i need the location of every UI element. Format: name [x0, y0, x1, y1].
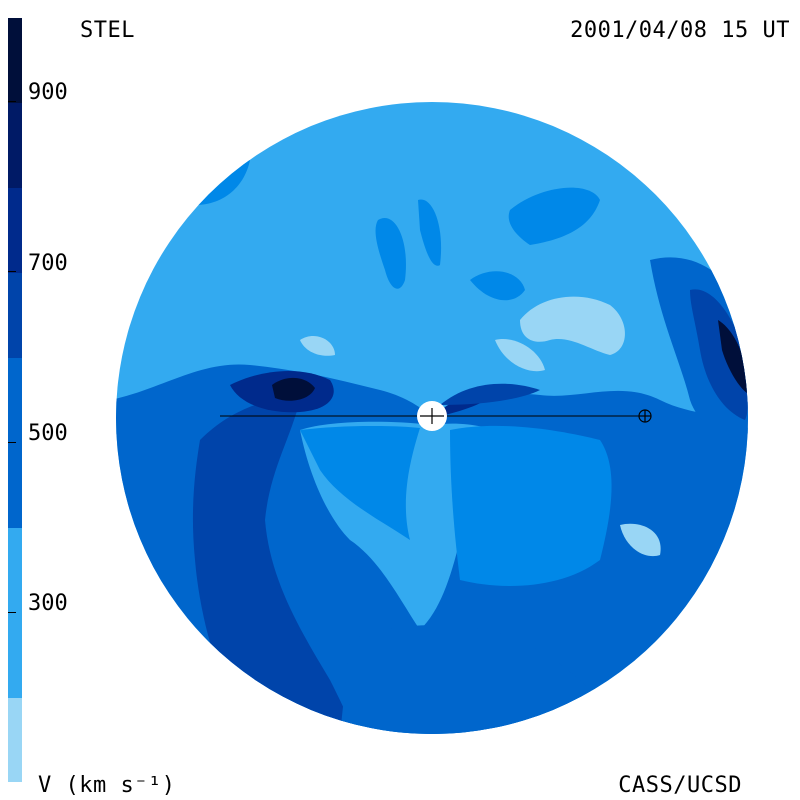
colorbar-tick-900: 900 — [28, 80, 68, 105]
velocity-disk — [116, 102, 748, 734]
datetime-label: 2001/04/08 15 UT — [570, 18, 790, 43]
region-upper-right-patch — [508, 187, 600, 245]
region-sun-streak-center — [440, 383, 540, 405]
region-right-lobe — [450, 425, 612, 586]
earth-icon — [638, 409, 652, 423]
region-right-limb-darker — [690, 289, 748, 420]
region-very-light-right — [520, 296, 625, 355]
colorbar-tick-mark — [8, 101, 16, 102]
colorbar-tick-500: 500 — [28, 421, 68, 446]
velocity-colorbar — [8, 18, 22, 782]
credit-label: CASS/UCSD — [618, 773, 742, 798]
region-upper-patch-3 — [470, 271, 525, 301]
colorbar-segment-darker — [8, 103, 22, 188]
region-center-mid-right — [300, 425, 420, 540]
region-very-light-left — [300, 335, 335, 356]
region-bottom-dark — [340, 625, 620, 734]
sun-icon — [417, 401, 447, 431]
colorbar-segment-darkest — [8, 18, 22, 103]
colorbar-segment-dark — [8, 188, 22, 273]
colorbar-tick-mark — [8, 612, 16, 613]
colorbar-tick-300: 300 — [28, 591, 68, 616]
region-darkest-spot-left — [272, 377, 315, 401]
region-upper-patch-1 — [375, 218, 406, 289]
region-very-light-bottom-right — [620, 523, 661, 557]
observatory-label: STEL — [80, 18, 135, 43]
region-left-dark-band — [192, 399, 355, 734]
units-label: V (km s⁻¹) — [38, 773, 176, 798]
colorbar-segment-mid — [8, 358, 22, 528]
region-very-light-center — [495, 339, 545, 372]
colorbar-tick-mark — [8, 271, 16, 272]
region-upper-patch-2 — [418, 199, 442, 266]
colorbar-segment-mid-dark — [8, 273, 22, 358]
colorbar-tick-700: 700 — [28, 251, 68, 276]
colorbar-segment-light — [8, 528, 22, 698]
colorbar-segment-very-light — [8, 698, 22, 782]
region-right-limb-darkest — [718, 320, 748, 395]
colorbar-tick-mark — [8, 442, 16, 443]
